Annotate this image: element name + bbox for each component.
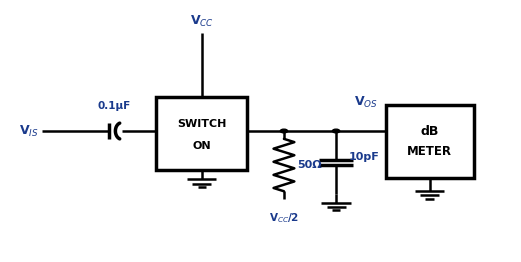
Text: V$_{CC}$/2: V$_{CC}$/2 xyxy=(269,211,299,225)
Bar xyxy=(156,97,247,170)
Text: dB: dB xyxy=(420,125,439,138)
Text: V$_{OS}$: V$_{OS}$ xyxy=(354,95,378,110)
Text: ON: ON xyxy=(193,141,211,151)
Text: 10pF: 10pF xyxy=(349,152,380,162)
Circle shape xyxy=(332,129,340,133)
Text: 0.1μF: 0.1μF xyxy=(98,101,131,111)
Text: SWITCH: SWITCH xyxy=(177,119,227,129)
Text: 50Ω: 50Ω xyxy=(297,160,321,170)
Circle shape xyxy=(280,129,288,133)
Text: METER: METER xyxy=(407,145,452,157)
Bar xyxy=(386,105,474,178)
Text: V$_{CC}$: V$_{CC}$ xyxy=(190,14,214,29)
Text: V$_{IS}$: V$_{IS}$ xyxy=(19,123,39,139)
